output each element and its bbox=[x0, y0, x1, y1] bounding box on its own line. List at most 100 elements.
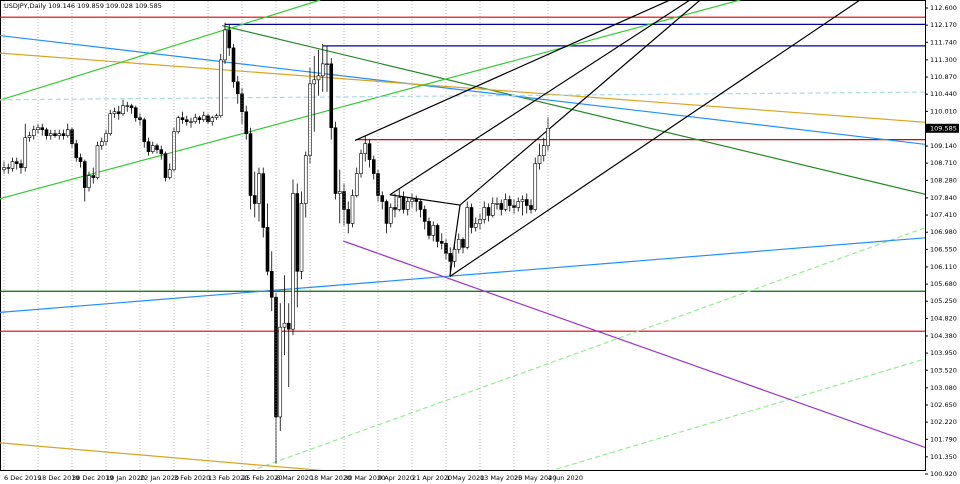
y-tick-label: 110.870 bbox=[930, 73, 957, 81]
x-tick-label: 13 May 2020 bbox=[480, 474, 522, 482]
candle-body bbox=[541, 145, 546, 156]
candle-body bbox=[87, 175, 91, 188]
candle-body bbox=[133, 107, 138, 119]
y-tick-label: 108.280 bbox=[930, 176, 957, 184]
candle-body bbox=[189, 121, 193, 123]
candle-body bbox=[248, 133, 253, 196]
candle-body bbox=[214, 115, 219, 119]
trend-line bbox=[0, 91, 925, 101]
y-tick-label: 102.650 bbox=[930, 401, 957, 409]
x-tick-label: 6 Mar 2020 bbox=[276, 474, 313, 482]
candle-body bbox=[495, 203, 499, 205]
y-tick-label: 101.350 bbox=[930, 453, 957, 461]
candle-body bbox=[507, 199, 512, 206]
candle-body bbox=[359, 153, 363, 174]
candle-body bbox=[91, 175, 96, 178]
candle-body bbox=[486, 207, 491, 216]
candle-body bbox=[23, 137, 28, 168]
candle-body bbox=[473, 223, 478, 228]
candle-body bbox=[401, 197, 406, 210]
candle-body bbox=[393, 207, 397, 210]
candle-body bbox=[180, 117, 185, 121]
candle-body bbox=[469, 207, 474, 228]
y-tick-label: 106.550 bbox=[930, 245, 957, 253]
x-tick-label: 25 May 2020 bbox=[514, 474, 556, 482]
candle-body bbox=[108, 113, 113, 134]
candle-body bbox=[320, 63, 325, 77]
trend-line bbox=[449, 205, 461, 277]
candle-body bbox=[150, 145, 155, 152]
y-tick-label: 101.790 bbox=[930, 435, 957, 443]
candle-body bbox=[227, 29, 232, 49]
y-tick-label: 104.380 bbox=[930, 332, 957, 340]
candle-body bbox=[278, 326, 283, 418]
y-tick-label: 106.980 bbox=[930, 228, 957, 236]
candle-body bbox=[99, 141, 104, 146]
candle-body bbox=[427, 221, 431, 236]
x-tick-label: 30 Mar 2020 bbox=[344, 474, 385, 482]
y-tick-label: 110.010 bbox=[930, 107, 957, 115]
candle-body bbox=[163, 153, 168, 178]
candle-body bbox=[218, 59, 223, 117]
plot-frame bbox=[0, 0, 926, 471]
candle-body bbox=[516, 201, 521, 208]
candle-body bbox=[6, 167, 11, 169]
candle-body bbox=[95, 145, 100, 178]
y-tick-label: 103.080 bbox=[930, 384, 957, 392]
y-tick-label: 112.170 bbox=[930, 21, 957, 29]
candle-body bbox=[329, 63, 334, 128]
candle-body bbox=[125, 105, 130, 107]
candle-body bbox=[431, 225, 436, 236]
candle-body bbox=[503, 199, 508, 210]
x-tick-label: 18 Mar 2020 bbox=[310, 474, 351, 482]
candles bbox=[2, 22, 550, 464]
y-tick-label: 107.410 bbox=[930, 211, 957, 219]
y-tick-label: 110.440 bbox=[930, 90, 957, 98]
y-tick-label: 106.110 bbox=[930, 263, 957, 271]
candle-body bbox=[193, 117, 198, 123]
candle-body bbox=[261, 173, 266, 228]
candle-body bbox=[155, 145, 159, 150]
candle-body bbox=[456, 239, 461, 250]
trend-line bbox=[354, 0, 671, 142]
candle-body bbox=[291, 193, 295, 330]
candle-body bbox=[448, 253, 453, 262]
candle-body bbox=[414, 199, 419, 202]
candle-body bbox=[231, 47, 236, 83]
candle-body bbox=[312, 79, 317, 85]
trend-line bbox=[251, 227, 925, 470]
candle-body bbox=[354, 173, 359, 196]
candle-body bbox=[252, 195, 257, 204]
x-tick-label: 10 Jan 2020 bbox=[106, 474, 145, 482]
candle-body bbox=[461, 239, 465, 248]
candle-body bbox=[57, 133, 62, 136]
candle-body bbox=[422, 209, 427, 222]
candle-body bbox=[78, 157, 83, 162]
candle-body bbox=[529, 205, 533, 210]
candle-body bbox=[303, 155, 308, 204]
x-tick-label: 4 Jun 2020 bbox=[548, 474, 583, 482]
candle-body bbox=[167, 169, 172, 178]
candle-body bbox=[286, 322, 291, 330]
trend-line bbox=[389, 194, 461, 206]
candle-body bbox=[235, 81, 240, 95]
candle-body bbox=[380, 195, 385, 202]
x-tick-label: 25 Feb 2020 bbox=[242, 474, 282, 482]
x-tick-label: 9 Apr 2020 bbox=[378, 474, 414, 482]
candle-body bbox=[308, 83, 312, 156]
candle-body bbox=[116, 111, 121, 115]
x-tick-label: 21 Apr 2020 bbox=[412, 474, 452, 482]
trend-line bbox=[459, 0, 701, 206]
y-tick-label: 111.740 bbox=[930, 38, 957, 46]
y-tick-label: 111.300 bbox=[930, 56, 957, 64]
candle-body bbox=[61, 133, 66, 136]
x-tick-label: 6 Dec 2019 bbox=[4, 474, 41, 482]
candle-body bbox=[129, 105, 134, 109]
y-tick-label: 103.520 bbox=[930, 366, 957, 374]
candle-body bbox=[274, 296, 278, 418]
candle-body bbox=[452, 249, 457, 262]
y-tick-label: 109.140 bbox=[930, 142, 957, 150]
candle-body bbox=[14, 161, 19, 164]
candle-body bbox=[316, 75, 321, 81]
